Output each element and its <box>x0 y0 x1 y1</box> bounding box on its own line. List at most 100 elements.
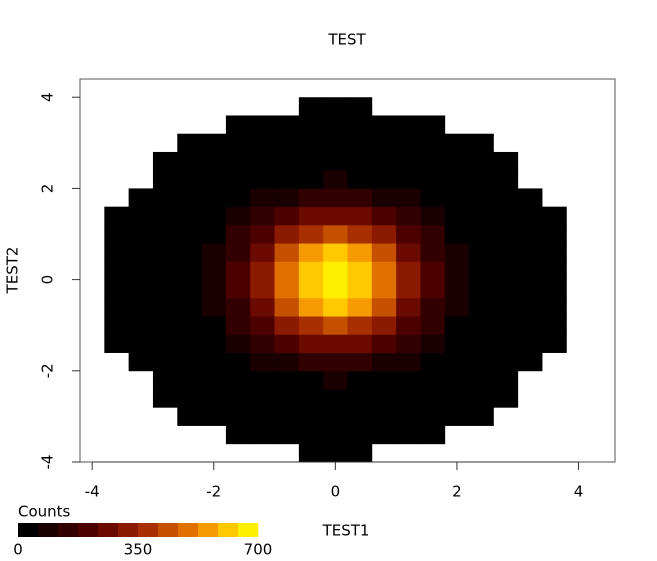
heatmap-cell <box>104 115 129 134</box>
heatmap-cell <box>274 151 300 171</box>
heatmap-cell <box>420 170 446 189</box>
heatmap-cell <box>493 79 518 98</box>
heatmap-cell <box>104 316 130 335</box>
heatmap-cell <box>226 79 251 98</box>
heatmap-cell <box>225 334 251 353</box>
heatmap-cell <box>274 334 300 353</box>
heatmap-cell <box>396 407 421 426</box>
heatmap-cell <box>420 316 446 335</box>
heatmap-cell <box>80 334 105 353</box>
heatmap-cell <box>177 188 202 208</box>
heatmap-cell <box>80 225 105 244</box>
heatmap-cell <box>493 188 519 208</box>
heatmap-cell <box>129 79 154 98</box>
heatmap-cell <box>225 370 251 390</box>
heatmap-cell <box>129 97 154 116</box>
heatmap-cell <box>177 79 202 98</box>
heatmap-cell <box>298 443 324 463</box>
heatmap-cell <box>469 426 494 445</box>
heatmap-cell <box>250 407 275 426</box>
heatmap-cell <box>323 115 348 135</box>
heatmap-cell <box>591 353 616 372</box>
heatmap-cell <box>493 444 518 463</box>
heatmap-cell <box>420 352 446 372</box>
heatmap-cell <box>128 352 154 372</box>
heatmap-cell <box>420 279 446 299</box>
heatmap-cell <box>469 370 494 390</box>
heatmap-cell <box>80 207 105 226</box>
heatmap-cell <box>566 188 591 207</box>
heatmap-cell <box>152 261 178 281</box>
heatmap-cell <box>177 407 202 426</box>
heatmap-cell <box>250 425 275 445</box>
heatmap-cell <box>274 188 300 208</box>
heatmap-cell <box>129 170 154 189</box>
heatmap-cell <box>226 444 251 463</box>
x-tick-label: -4 <box>85 483 100 501</box>
heatmap-cell <box>128 188 154 208</box>
heatmap-cell <box>129 444 154 463</box>
heatmap-cell <box>298 243 324 262</box>
heatmap-cell <box>396 389 421 408</box>
heatmap-cell <box>128 297 154 317</box>
heatmap-cell <box>420 370 446 390</box>
heatmap-cell <box>420 224 446 244</box>
heatmap-cell <box>323 297 348 317</box>
heatmap-cell <box>177 206 202 226</box>
heatmap-cell <box>444 133 470 153</box>
heatmap-cell <box>250 444 275 463</box>
heatmap-cell <box>518 170 543 189</box>
heatmap-cell <box>493 206 519 226</box>
heatmap-cell <box>518 79 543 98</box>
heatmap-cell <box>298 224 324 244</box>
heatmap-cell <box>177 151 202 171</box>
heatmap-cell <box>347 151 373 171</box>
heatmap-cell <box>177 279 202 299</box>
heatmap-cell <box>518 152 543 171</box>
heatmap-cell <box>347 243 373 262</box>
heatmap-cell <box>469 151 494 171</box>
heatmap-cell <box>80 407 105 426</box>
heatmap-cell <box>250 170 275 189</box>
heatmap-cell <box>201 133 227 153</box>
heatmap-cell <box>347 97 373 116</box>
heatmap-cell <box>225 170 251 189</box>
heatmap-cell <box>80 371 105 390</box>
heatmap-cell <box>420 297 446 317</box>
colorbar-swatch <box>198 523 219 537</box>
heatmap-cell <box>274 224 300 244</box>
heatmap-cell <box>152 352 178 372</box>
heatmap-cell <box>201 352 227 372</box>
heatmap-cell <box>469 334 494 353</box>
y-tick-label: 4 <box>39 92 57 102</box>
heatmap-cell <box>201 261 227 281</box>
heatmap-cell <box>152 370 178 390</box>
heatmap-cell <box>275 444 300 463</box>
heatmap-cell <box>250 188 275 208</box>
heatmap-cell <box>372 97 397 116</box>
colorbar-swatch <box>238 523 259 537</box>
heatmap-cell <box>517 352 543 372</box>
heatmap-cell <box>347 170 373 189</box>
heatmap-cell <box>298 151 324 171</box>
heatmap-cell <box>104 243 130 262</box>
heatmap-cell <box>104 188 129 207</box>
heatmap-cell <box>250 279 275 299</box>
heatmap-cell <box>298 352 324 372</box>
heatmap-cell <box>274 407 300 426</box>
heatmap-cell <box>250 115 275 135</box>
x-axis-label: TEST1 <box>322 522 370 540</box>
heatmap-cell <box>493 426 518 445</box>
heatmap-cell <box>128 224 154 244</box>
heatmap-cell <box>104 79 129 98</box>
heatmap-cell <box>493 97 518 116</box>
colorbar-title: Counts <box>18 503 71 521</box>
heatmap-cell <box>518 407 543 426</box>
heatmap-cell <box>153 115 178 134</box>
heatmap-cell <box>80 298 105 317</box>
heatmap-cell <box>517 297 543 317</box>
colorbar-swatch <box>218 523 239 537</box>
heatmap-cell <box>591 225 616 244</box>
heatmap-cell <box>298 261 324 281</box>
heatmap-cell <box>225 151 251 171</box>
